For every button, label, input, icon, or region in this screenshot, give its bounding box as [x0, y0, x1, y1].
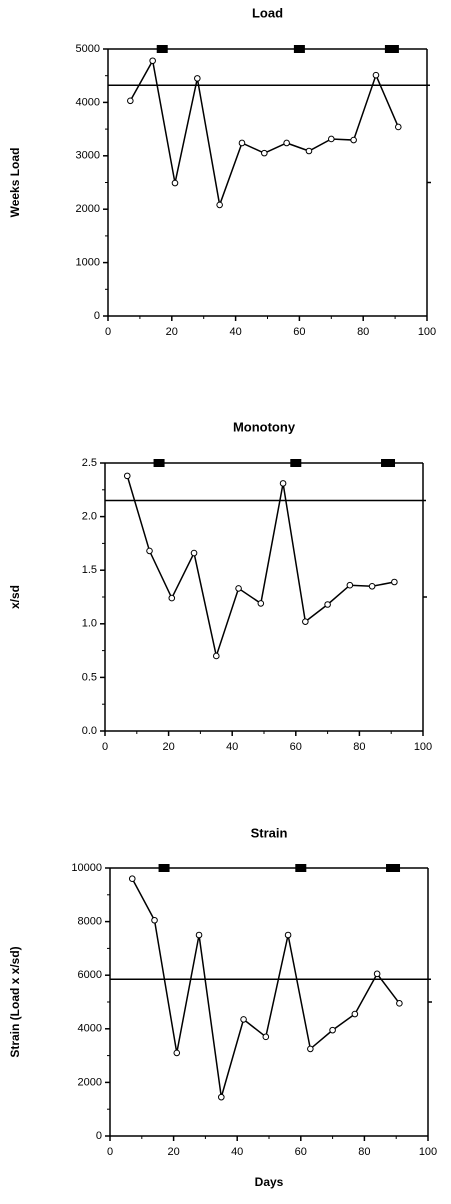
data-point — [146, 547, 153, 555]
y-tick-label: 4000 — [76, 96, 100, 108]
data-point — [284, 931, 292, 939]
event-marker — [293, 45, 305, 53]
data-point — [128, 875, 136, 883]
data-line — [129, 58, 399, 208]
data-point — [351, 1010, 359, 1018]
data-point — [394, 123, 402, 131]
data-point — [368, 582, 376, 590]
y-tick-label: 1000 — [76, 257, 100, 269]
event-marker — [384, 45, 399, 53]
data-point — [261, 149, 268, 157]
data-point — [168, 594, 176, 602]
data-point — [328, 135, 335, 143]
y-tick-label: 0.5 — [82, 671, 97, 683]
y-tick-label: 4000 — [78, 1023, 102, 1035]
data-point — [279, 480, 287, 487]
event-marker — [156, 45, 168, 53]
y-tick-label: 2000 — [78, 1076, 102, 1088]
y-tick-label: 2.0 — [82, 511, 97, 523]
x-tick-label: 0 — [102, 741, 108, 753]
data-point — [302, 618, 309, 625]
data-point — [240, 1016, 247, 1023]
chart-title: Monotony — [233, 419, 296, 434]
x-tick-label: 20 — [162, 741, 174, 753]
data-point — [190, 549, 198, 557]
event-marker — [381, 459, 396, 467]
x-tick-label: 40 — [226, 741, 238, 753]
event-marker — [290, 459, 302, 467]
x-tick-label: 20 — [166, 326, 178, 338]
y-tick-label: 1.0 — [82, 618, 97, 630]
y-tick-label: 5000 — [76, 43, 100, 55]
x-tick-label: 60 — [293, 326, 305, 338]
chart-title: Load — [252, 5, 283, 20]
data-point — [195, 931, 203, 939]
data-point — [149, 57, 156, 65]
data-point — [194, 75, 201, 82]
event-marker — [295, 864, 307, 872]
y-tick-label: 6000 — [78, 969, 102, 981]
x-tick-label: 100 — [419, 1146, 437, 1158]
data-point — [213, 652, 220, 660]
x-tick-label: 80 — [358, 1146, 370, 1158]
data-point — [151, 916, 158, 924]
data-point — [372, 71, 380, 79]
y-axis-label: Strain (Load x x/sd) — [8, 946, 22, 1057]
data-point — [329, 1026, 336, 1034]
event-marker — [158, 864, 170, 872]
data-point — [257, 600, 265, 607]
x-tick-label: 20 — [167, 1146, 179, 1158]
x-tick-label: 80 — [357, 326, 369, 338]
data-point — [235, 585, 242, 592]
x-tick-label: 100 — [414, 741, 432, 753]
y-tick-label: 1.5 — [82, 564, 97, 576]
event-marker — [153, 459, 165, 467]
y-tick-label: 3000 — [76, 150, 100, 162]
data-line — [126, 475, 395, 659]
data-point — [346, 581, 354, 589]
data-point — [171, 179, 179, 187]
data-point — [238, 139, 246, 147]
data-point — [283, 139, 290, 147]
y-axis-label: Weeks Load — [8, 148, 22, 218]
data-point — [307, 1045, 314, 1053]
x-axis-label: Days — [255, 1175, 284, 1189]
data-point — [173, 1049, 181, 1057]
y-tick-label: 10000 — [71, 862, 102, 874]
data-point — [391, 578, 398, 586]
data-point — [350, 136, 357, 144]
data-point — [216, 201, 223, 209]
data-point — [396, 1000, 403, 1007]
x-tick-label: 60 — [290, 741, 302, 753]
y-tick-label: 0.0 — [82, 725, 97, 737]
y-tick-label: 0 — [96, 1130, 102, 1142]
y-axis-label: x/sd — [8, 585, 22, 609]
x-tick-label: 0 — [107, 1146, 113, 1158]
x-tick-label: 40 — [231, 1146, 243, 1158]
data-point — [127, 97, 134, 105]
x-tick-label: 0 — [105, 326, 111, 338]
data-point — [373, 970, 381, 978]
x-tick-label: 60 — [295, 1146, 307, 1158]
y-tick-label: 8000 — [78, 916, 102, 928]
data-point — [324, 601, 331, 608]
y-tick-label: 0 — [94, 310, 100, 322]
data-point — [218, 1093, 225, 1101]
y-tick-label: 2.5 — [82, 457, 97, 469]
x-tick-label: 100 — [418, 326, 436, 338]
chart-title: Strain — [251, 825, 288, 840]
data-point — [305, 147, 313, 155]
y-tick-label: 2000 — [76, 203, 100, 215]
data-line — [131, 878, 400, 1098]
x-tick-label: 40 — [229, 326, 241, 338]
data-point — [123, 472, 131, 480]
event-marker — [386, 864, 401, 872]
data-point — [262, 1033, 270, 1041]
x-tick-label: 80 — [353, 741, 365, 753]
